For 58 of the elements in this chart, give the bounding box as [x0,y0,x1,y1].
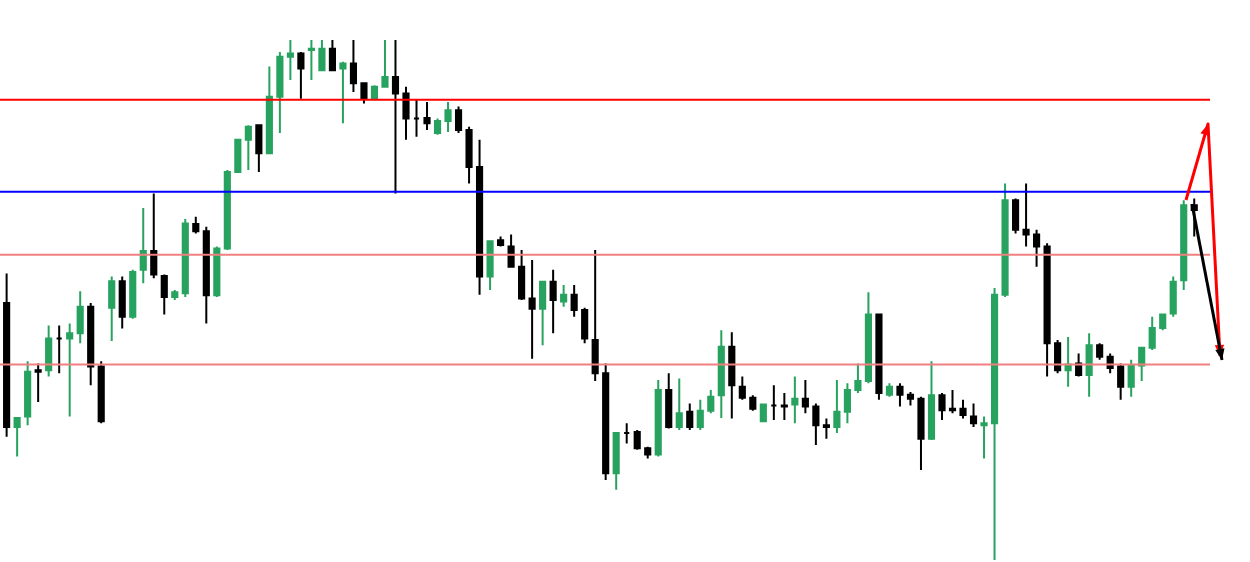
candlestick [192,215,200,235]
candlestick [1180,199,1188,292]
candlestick [87,302,95,387]
candlestick [770,384,778,422]
candlestick [108,275,116,343]
candlestick [728,331,736,420]
candlestick [1096,342,1104,361]
candlestick [213,245,221,298]
candlestick [97,360,105,425]
candlestick [560,283,568,308]
candlestick [1064,335,1072,388]
candlestick [423,100,431,131]
candlestick [181,217,189,298]
candlestick [202,225,210,325]
candlestick [612,431,620,491]
candlestick [24,360,32,427]
candlestick [686,402,694,431]
candlestick [875,312,883,401]
candlestick [791,375,799,425]
candlestick [623,422,631,445]
candlestick [129,268,137,320]
candlestick [497,235,505,248]
candlestick [139,206,147,285]
candlestick [297,50,305,100]
candlestick [833,379,841,435]
candlestick [486,239,494,292]
candlestick [255,124,263,174]
candlestick [539,280,547,347]
candlestick [665,372,673,430]
candlestick [780,392,788,422]
candlestick [339,60,347,125]
candlestick [160,273,168,316]
candlestick [822,417,830,440]
candlestick [244,124,252,171]
candlestick [66,322,74,418]
candlestick [549,268,557,335]
candlestick [1169,275,1177,318]
candlestick [150,192,158,280]
candlestick [1085,332,1093,398]
candlestick [118,275,126,330]
candlestick [171,289,179,301]
candlestick [13,417,21,458]
candlestick [1012,197,1020,235]
candlestick [654,379,662,458]
candlestick [412,98,421,138]
candlestick [927,360,936,441]
candlestick [885,382,894,398]
candlestick [55,324,63,375]
candlestick [528,258,536,360]
candlestick [328,40,336,72]
candlestick [675,377,683,431]
candlestick [717,329,725,420]
candlestick [76,290,84,345]
candlestick [286,40,294,82]
candlestick [45,324,53,378]
candlestick [34,362,42,403]
candlestick [3,272,11,438]
candlestick [759,402,767,424]
